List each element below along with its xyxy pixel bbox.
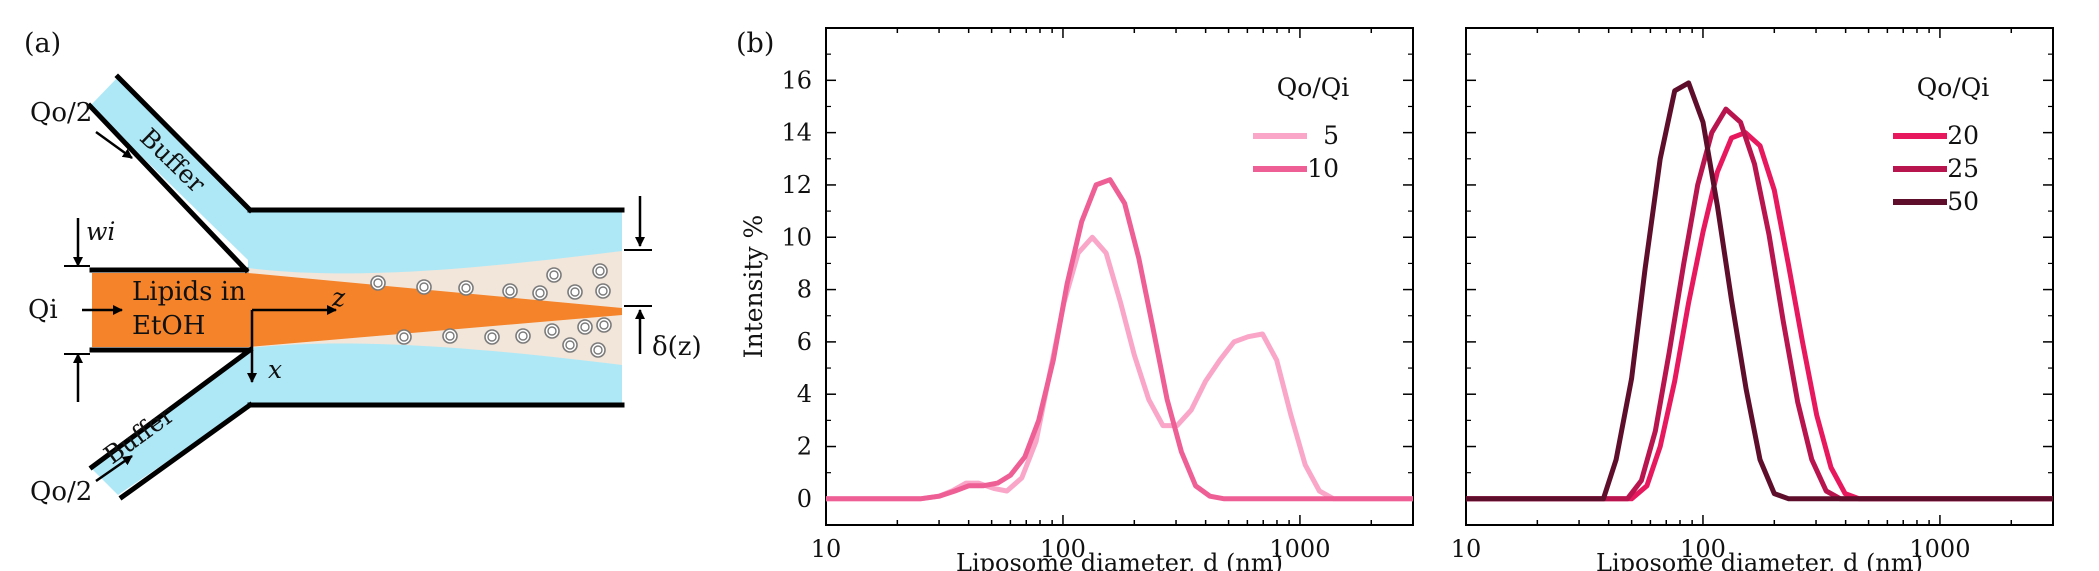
y-tick-label: 14 (781, 119, 812, 147)
y-tick-label: 2 (797, 433, 812, 461)
series-line-25 (1466, 106, 2053, 502)
x-tick-label: 1000 (1269, 535, 1330, 563)
microfluidic-schematic: (a) (24, 28, 702, 507)
x-axis-label: Liposome diameter, d (nm) (956, 549, 1283, 571)
y-tick-label: 16 (781, 66, 812, 94)
panel-a-label: (a) (24, 28, 61, 59)
series-line-50 (1466, 80, 2053, 502)
delta-ticks (64, 249, 652, 355)
x-tick-label: 10 (811, 535, 842, 563)
y-tick-label: 12 (781, 171, 812, 199)
x-tick-label: 100 (1040, 535, 1086, 563)
delta-label: δ(z) (652, 332, 702, 362)
legend-label-10: 10 (1307, 154, 1339, 183)
outer-flow-label-bottom: Qo/2 (30, 477, 92, 507)
lipids-label-line1: Lipids in (132, 277, 246, 307)
y-tick-label: 0 (797, 485, 812, 513)
series-line-5 (826, 234, 1413, 502)
channel-walls (86, 73, 625, 501)
x-axis-label: x (268, 355, 282, 384)
x-axis-label: Liposome diameter, d (nm) (1596, 549, 1923, 571)
legend-label-25: 25 (1947, 154, 1979, 183)
ethanol-stream (92, 273, 622, 347)
legend-label-50: 50 (1947, 187, 1979, 216)
inflow-arrow-top (95, 130, 133, 160)
x-tick-label: 100 (1680, 535, 1726, 563)
plot-frame (825, 27, 1414, 526)
chart-left: 10 100 1000 0 2 4 6 8 10 12 14 16 Liposome diameter,… (739, 27, 1414, 571)
panel-b-label: (b) (736, 28, 774, 59)
inlet-width-label: wi (86, 217, 115, 246)
legend-label-20: 20 (1947, 121, 1979, 150)
plot-frame (1465, 27, 2054, 526)
y-axis-label: Intensity % (739, 215, 768, 359)
y-tick-label: 10 (781, 223, 812, 251)
z-axis-label: z (331, 283, 346, 312)
outer-flow-label-top: Qo/2 (30, 98, 92, 128)
y-tick-label: 6 (797, 328, 812, 356)
legend-title: Qo/Qi (1917, 73, 1989, 102)
lipids-label-line2: EtOH (132, 311, 205, 341)
inflow-arrow-bottom (95, 454, 133, 483)
legend-label-5: 5 (1323, 121, 1339, 150)
legend-title: Qo/Qi (1277, 73, 1349, 102)
inner-flow-label: Qi (28, 295, 58, 325)
y-tick-label: 4 (797, 380, 812, 408)
series-line-10 (826, 177, 1413, 502)
y-tick-label: 8 (797, 276, 812, 304)
x-tick-label: 10 (1451, 535, 1482, 563)
x-tick-label: 1000 (1909, 535, 1970, 563)
